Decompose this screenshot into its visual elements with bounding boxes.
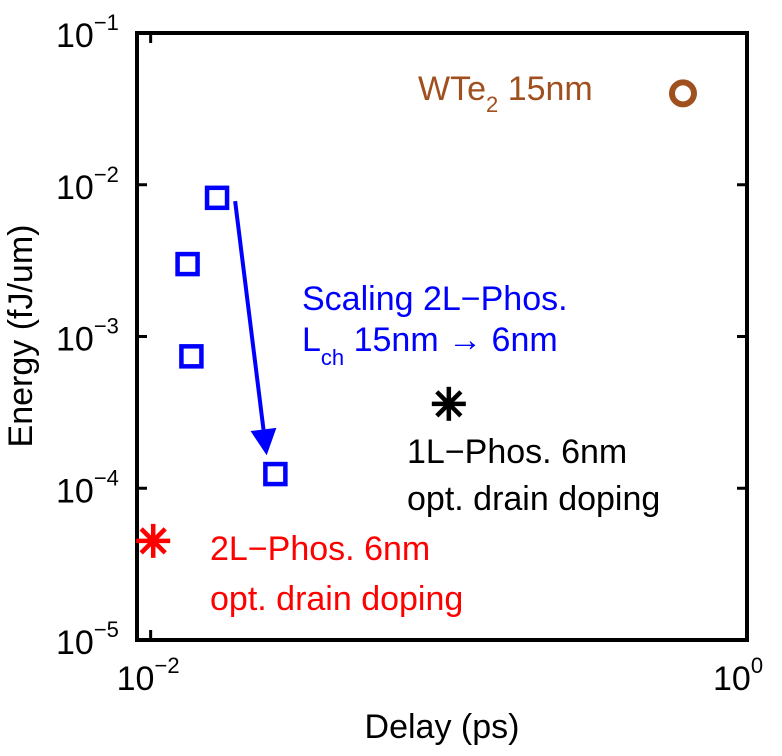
y-axis-ticks: 10−5 10−4 10−3 10−2 10−1 [56, 10, 747, 662]
y-tick-label: 10−1 [56, 10, 119, 55]
two-layer-label-line1: 2L−Phos. 6nm [210, 530, 430, 568]
scaling-arrow-head [250, 427, 277, 456]
scaling-label-line1: Scaling 2L−Phos. [302, 280, 568, 318]
y-tick-label: 10−5 [56, 617, 119, 662]
data-marks [136, 79, 697, 558]
x-tick-label: 10−2 [117, 653, 180, 698]
data-point-square [204, 185, 230, 211]
y-tick-label: 10−3 [56, 314, 119, 359]
wte2-label: WTe2 15nm [418, 70, 593, 117]
data-point-asterisk [431, 386, 466, 421]
y-tick-label: 10−2 [56, 162, 119, 207]
data-point-circle [668, 79, 697, 108]
x-tick-label: 100 [713, 653, 763, 698]
one-layer-label-line1: 1L−Phos. 6nm [407, 433, 627, 471]
asterisk-stroke [139, 527, 167, 555]
x-axis-label: Delay (ps) [365, 708, 520, 746]
one-layer-label-line2: opt. drain doping [407, 480, 660, 518]
data-point-square [179, 344, 204, 369]
plot-frame [135, 31, 749, 642]
data-point-square [263, 461, 288, 487]
scaling-arrow-shaft [233, 200, 266, 430]
two-layer-label-line2: opt. drain doping [210, 580, 463, 618]
asterisk-stroke [435, 390, 463, 418]
y-axis-label: Energy (fJ/um) [2, 225, 40, 448]
y-tick-label: 10−4 [56, 465, 119, 510]
x-axis-ticks: 10−2 100 [117, 33, 763, 698]
scaling-arrow [233, 200, 277, 456]
data-point-asterisk [136, 523, 171, 558]
data-point-square [175, 251, 200, 277]
scaling-label-line2: Lch 15nm → 6nm [302, 321, 558, 370]
